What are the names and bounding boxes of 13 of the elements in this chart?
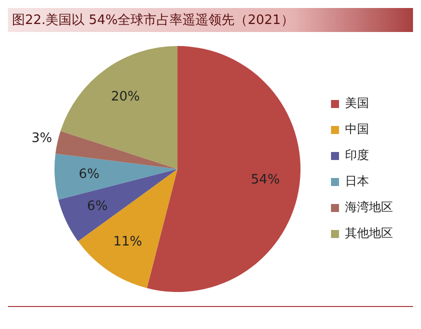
legend-label: 印度 — [345, 148, 369, 162]
data-label: 6% — [87, 199, 108, 214]
chart-title: 图22.美国以 54%全球市占率遥遥领先（2021） — [8, 8, 413, 32]
legend-label: 其他地区 — [345, 226, 393, 240]
data-label: 54% — [250, 172, 280, 188]
data-label: 6% — [78, 166, 100, 182]
data-label: 20% — [110, 90, 140, 105]
data-label: 3% — [32, 131, 52, 146]
legend-label: 日本 — [345, 174, 369, 188]
legend-label: 美国 — [345, 96, 369, 110]
legend-label: 中国 — [345, 122, 369, 136]
data-label: 11% — [113, 234, 142, 250]
legend-label: 海湾地区 — [345, 200, 393, 214]
